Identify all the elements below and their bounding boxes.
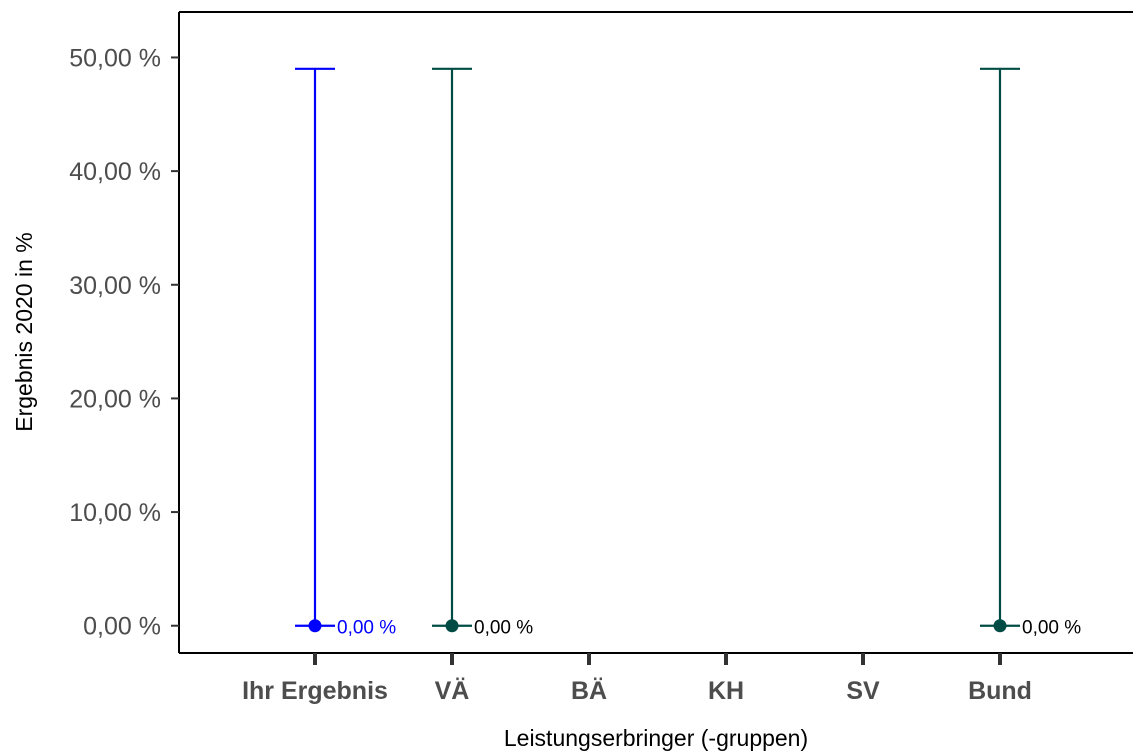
data-label: 0,00 % [1022,618,1081,639]
y-tick-label: 40,00 % [69,158,161,186]
y-tick-label: 20,00 % [69,385,161,413]
axes [178,11,1133,654]
y-tick-label: 30,00 % [69,272,161,300]
x-tick-label: KH [708,677,744,705]
x-tick-label: BÄ [571,677,607,705]
y-tick-label: 10,00 % [69,499,161,527]
x-axis-title: Leistungserbringer (-gruppen) [504,725,808,751]
y-tick-label: 0,00 % [83,613,161,641]
data-label: 0,00 % [337,618,396,639]
data-point [308,619,322,633]
data-label: 0,00 % [474,618,533,639]
y-axis-ticks: 0,00 % 10,00 % 20,00 % 30,00 % 40,00 % 50,00 … [69,44,179,641]
x-tick-label: SV [846,677,880,705]
chart-marks: 0,00 % 0,00 % 0,00 % [295,67,1081,639]
y-tick-label: 50,00 % [69,44,161,72]
data-point [445,619,459,633]
x-tick-label: Ihr Ergebnis [242,677,388,705]
data-point [993,619,1007,633]
x-tick-label: Bund [968,677,1032,705]
x-axis-ticks: Ihr Ergebnis VÄ BÄ KH SV Bund [242,653,1032,705]
y-axis-title: Ergebnis 2020 in % [11,232,37,431]
x-tick-label: VÄ [435,677,470,705]
